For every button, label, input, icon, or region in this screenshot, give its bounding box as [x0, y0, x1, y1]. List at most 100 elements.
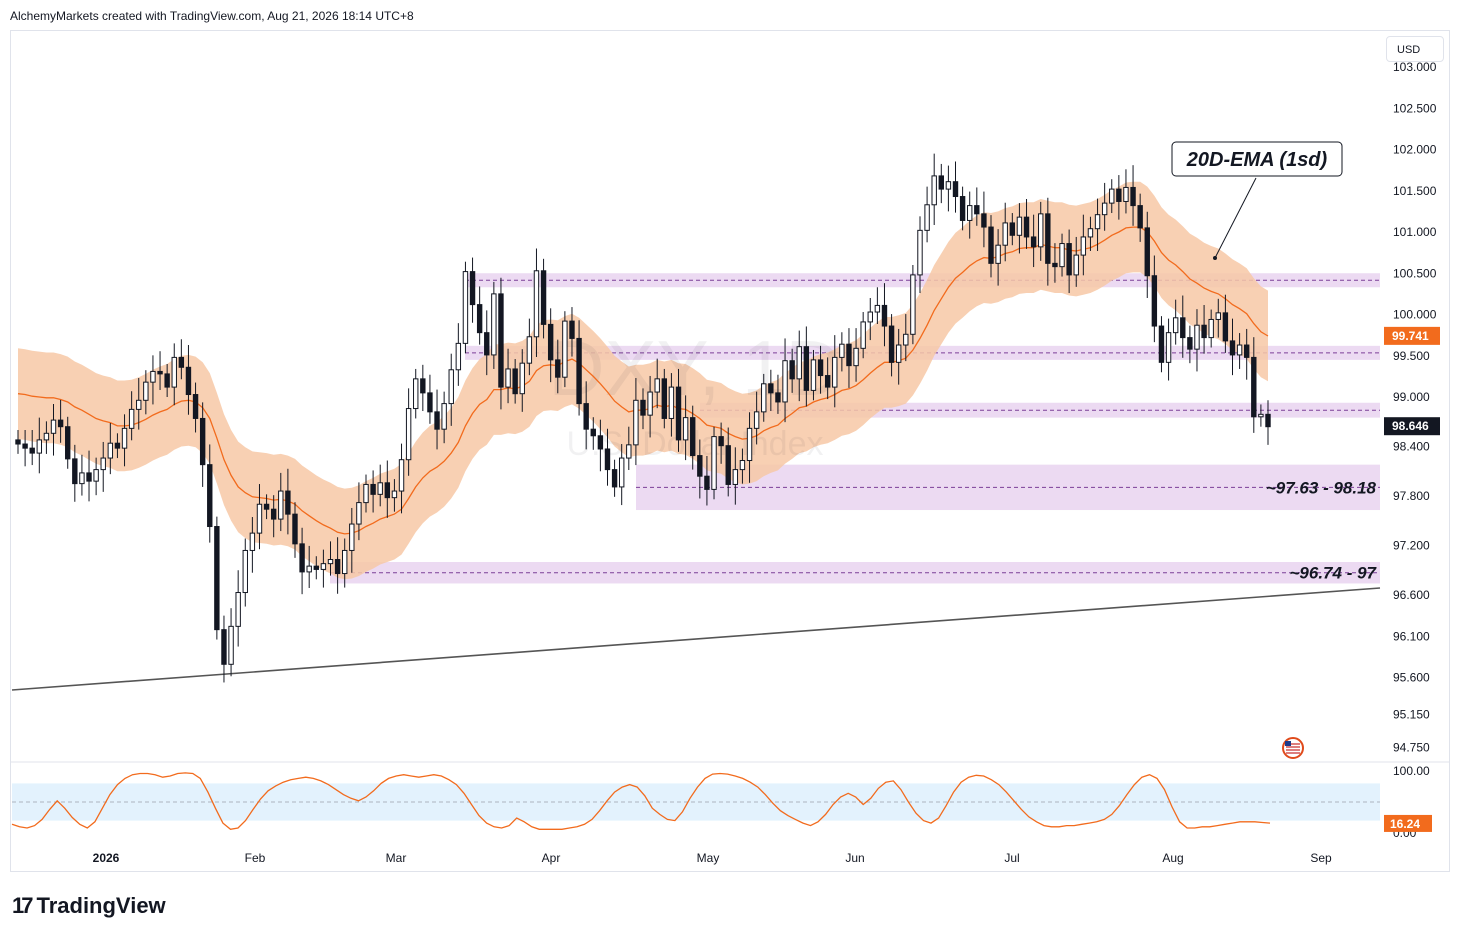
- candle-bullish: [967, 205, 973, 221]
- y-tick-label: 99.500: [1393, 349, 1430, 363]
- tradingview-logo-icon: 17: [12, 893, 34, 918]
- candle-bearish: [285, 490, 291, 515]
- x-tick-label: Aug: [1162, 851, 1183, 865]
- candle-bullish: [462, 271, 469, 344]
- candle-bearish: [1251, 356, 1257, 418]
- oscillator-label-bg: [1384, 814, 1432, 832]
- candle-bullish: [895, 344, 902, 363]
- candle-bullish: [618, 457, 625, 488]
- candle-bearish: [675, 386, 682, 441]
- x-tick-label: 2026: [93, 851, 120, 865]
- candle-bullish: [860, 321, 866, 349]
- candle-bearish: [1130, 186, 1136, 207]
- candle-bearish: [114, 442, 121, 449]
- candle-bullish: [256, 503, 263, 534]
- candle-bullish: [647, 391, 653, 416]
- candle-bearish: [65, 426, 71, 460]
- candle-bearish: [583, 403, 589, 430]
- candle-bearish: [981, 213, 987, 228]
- candle-bearish: [1187, 337, 1193, 350]
- candle-bearish: [263, 503, 270, 510]
- candle-bullish: [363, 483, 369, 504]
- candle-bearish: [697, 455, 703, 477]
- candle-bullish: [413, 378, 419, 410]
- candle-bullish: [228, 625, 234, 665]
- candle-bullish: [455, 342, 462, 371]
- candle-bearish: [881, 304, 888, 327]
- candle-bullish: [1208, 318, 1214, 339]
- candle-bullish: [867, 311, 873, 323]
- y-tick-label: 102.500: [1393, 101, 1437, 115]
- candle-bearish: [540, 270, 547, 325]
- candle-bearish: [434, 411, 440, 430]
- candle-bullish: [1016, 216, 1023, 236]
- candle-bearish: [1180, 317, 1186, 339]
- candle-bearish: [974, 205, 980, 215]
- candle-bearish: [1137, 205, 1143, 229]
- candle-bearish: [988, 226, 994, 264]
- candle-bullish: [320, 563, 327, 570]
- candle-bullish: [491, 293, 497, 356]
- candle-bearish: [270, 508, 277, 520]
- candle-bearish: [704, 475, 710, 490]
- candle-bearish: [1052, 262, 1058, 268]
- candle-bullish: [1038, 213, 1044, 248]
- x-tick-label: Feb: [245, 851, 266, 865]
- x-tick-label: May: [697, 851, 720, 865]
- candle-bullish: [1073, 254, 1079, 276]
- candle-bearish: [824, 375, 831, 388]
- candle-bullish: [910, 274, 916, 335]
- candle-bearish: [1009, 222, 1016, 236]
- candle-bullish: [1109, 188, 1115, 204]
- candle-bullish: [526, 336, 533, 364]
- zone-label-3: ~97.63 - 98.18: [1266, 478, 1377, 497]
- candle-bearish: [484, 332, 490, 356]
- candle-bearish: [690, 417, 696, 457]
- candle-bearish: [1144, 227, 1150, 277]
- y-tick-label: 98.400: [1393, 440, 1430, 454]
- candle-bullish: [235, 592, 241, 627]
- candle-bullish: [121, 427, 128, 449]
- candle-bullish: [995, 244, 1001, 264]
- y-tick-label: 97.800: [1393, 489, 1430, 503]
- candle-bearish: [1222, 312, 1229, 342]
- candle-bullish: [626, 444, 632, 459]
- y-tick-label: 96.600: [1393, 588, 1430, 602]
- candle-bullish: [1172, 317, 1179, 334]
- candle-bearish: [725, 445, 731, 485]
- candle-bearish: [547, 323, 554, 361]
- candle-bullish: [50, 419, 57, 434]
- candle-bullish: [1101, 202, 1108, 216]
- candle-bullish: [874, 304, 881, 313]
- y-tick-label: 94.750: [1393, 741, 1430, 755]
- candle-bullish: [810, 359, 817, 391]
- y-tick-label: 100.500: [1393, 266, 1437, 280]
- candle-bearish: [1045, 213, 1051, 264]
- y-tick-label: 97.200: [1393, 539, 1430, 553]
- tradingview-logo[interactable]: 17 TradingView: [12, 893, 166, 919]
- candle-bearish: [604, 448, 611, 471]
- candle-bearish: [22, 443, 28, 449]
- candle-bullish: [391, 490, 398, 499]
- candle-bullish: [917, 229, 923, 276]
- candle-bullish: [356, 502, 362, 525]
- currency-button[interactable]: USD: [1386, 36, 1444, 62]
- candle-bearish: [817, 359, 824, 377]
- candle-bullish: [398, 459, 405, 492]
- candle-bearish: [775, 392, 781, 403]
- candle-bearish: [384, 482, 391, 499]
- candle-bearish: [846, 343, 852, 367]
- candle-bullish: [931, 175, 937, 206]
- candle-bullish: [782, 360, 788, 403]
- candle-bearish: [640, 399, 646, 416]
- last-price-label: 98.646: [1392, 419, 1429, 433]
- candle-bearish: [597, 435, 604, 450]
- candle-bearish: [768, 383, 774, 394]
- candle-bullish: [839, 343, 845, 358]
- candle-bearish: [1158, 325, 1165, 363]
- us-flag-canton: [1285, 741, 1291, 746]
- candle-bullish: [519, 362, 525, 395]
- candle-bearish: [476, 304, 483, 334]
- candle-bearish: [427, 392, 433, 413]
